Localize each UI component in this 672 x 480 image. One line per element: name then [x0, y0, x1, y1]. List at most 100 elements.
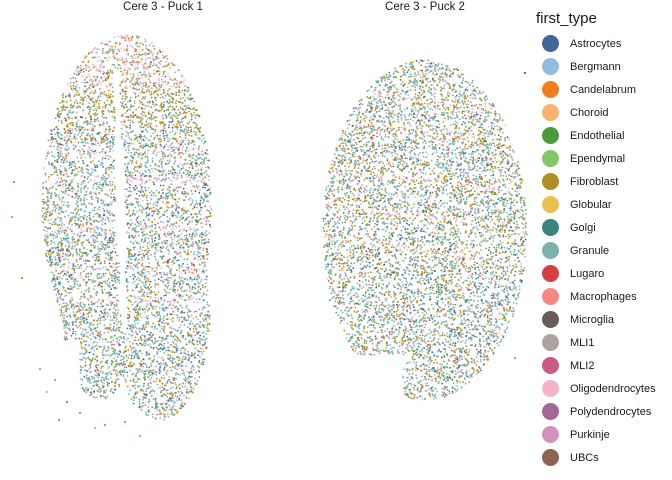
- scatter-point: [83, 180, 85, 182]
- scatter-point: [57, 128, 59, 131]
- scatter-point: [44, 211, 47, 214]
- scatter-point: [88, 87, 91, 89]
- scatter-point: [92, 227, 94, 230]
- scatter-point: [57, 243, 60, 245]
- scatter-point: [120, 47, 123, 50]
- scatter-point: [117, 64, 120, 66]
- scatter-point: [81, 359, 83, 361]
- scatter-point: [162, 66, 165, 68]
- scatter-point: [120, 115, 123, 117]
- scatter-point: [168, 190, 171, 192]
- scatter-point: [166, 197, 169, 200]
- scatter-point: [199, 347, 202, 350]
- scatter-point: [118, 330, 121, 332]
- scatter-point: [173, 149, 176, 151]
- scatter-point: [68, 242, 71, 245]
- scatter-point: [115, 316, 118, 319]
- scatter-point: [184, 159, 187, 161]
- scatter-point: [127, 313, 129, 316]
- scatter-point: [184, 183, 187, 186]
- scatter-point: [98, 209, 101, 211]
- scatter-point: [165, 337, 168, 340]
- scatter-point: [134, 223, 137, 226]
- scatter-point: [93, 207, 96, 209]
- scatter-point: [77, 119, 79, 121]
- scatter-point: [175, 399, 178, 401]
- scatter-point: [80, 157, 83, 159]
- scatter-point: [131, 235, 134, 238]
- scatter-point: [170, 387, 173, 390]
- scatter-point: [121, 102, 124, 105]
- scatter-point: [85, 322, 88, 325]
- scatter-point: [183, 250, 185, 252]
- scatter-point: [63, 216, 66, 218]
- scatter-point: [178, 145, 181, 148]
- scatter-point: [153, 270, 156, 273]
- scatter-point: [53, 274, 55, 277]
- scatter-point: [173, 408, 176, 411]
- scatter-point: [138, 301, 141, 304]
- scatter-point: [101, 52, 104, 55]
- scatter-point: [109, 377, 112, 379]
- scatter-point: [180, 214, 183, 217]
- scatter-point: [203, 180, 206, 183]
- scatter-point: [58, 196, 60, 199]
- scatter-point: [146, 303, 149, 306]
- scatter-point: [185, 304, 188, 307]
- scatter-point: [161, 155, 164, 158]
- scatter-point: [82, 328, 85, 331]
- scatter-point: [58, 131, 60, 134]
- scatter-point: [203, 192, 206, 195]
- scatter-point: [130, 142, 133, 145]
- scatter-point: [96, 275, 98, 277]
- scatter-point: [156, 360, 159, 363]
- scatter-point: [107, 252, 109, 255]
- scatter-point: [88, 52, 90, 54]
- scatter-point: [154, 296, 157, 299]
- scatter-point: [103, 116, 105, 119]
- scatter-point: [126, 327, 129, 330]
- scatter-point: [70, 185, 73, 188]
- scatter-point: [83, 375, 86, 378]
- scatter-point: [134, 114, 137, 117]
- scatter-point: [186, 169, 189, 172]
- scatter-point: [112, 315, 115, 317]
- scatter-point: [103, 332, 106, 334]
- scatter-point: [134, 387, 137, 390]
- scatter-point: [98, 388, 101, 390]
- scatter-point: [136, 376, 139, 378]
- scatter-point: [167, 170, 170, 172]
- scatter-point: [145, 129, 147, 131]
- scatter-point: [45, 157, 47, 160]
- scatter-point: [107, 372, 110, 374]
- scatter-point: [205, 230, 208, 232]
- scatter-point: [138, 142, 141, 145]
- scatter-point: [157, 283, 160, 286]
- scatter-point: [74, 330, 77, 333]
- scatter-point: [192, 154, 194, 157]
- scatter-point: [55, 188, 58, 191]
- scatter-point: [187, 377, 190, 379]
- scatter-point: [110, 259, 113, 262]
- scatter-point: [75, 80, 78, 83]
- scatter-point: [190, 112, 193, 115]
- scatter-point: [82, 141, 84, 144]
- scatter-point: [182, 212, 185, 215]
- scatter-point: [72, 247, 74, 250]
- scatter-point: [96, 164, 99, 167]
- scatter-point: [169, 186, 171, 189]
- scatter-point: [143, 373, 146, 376]
- scatter-point: [129, 345, 132, 348]
- scatter-point: [96, 212, 99, 215]
- scatter-point: [158, 226, 161, 229]
- scatter-point: [103, 231, 106, 234]
- scatter-point: [48, 191, 51, 194]
- scatter-point: [205, 183, 208, 186]
- scatter-point: [198, 350, 200, 353]
- scatter-point: [126, 290, 129, 292]
- scatter-point: [104, 338, 107, 341]
- facet-title-puck-2: Cere 3 - Puck 2: [385, 1, 465, 13]
- scatter-point: [73, 267, 76, 270]
- scatter-point: [195, 123, 198, 125]
- scatter-point: [142, 191, 145, 193]
